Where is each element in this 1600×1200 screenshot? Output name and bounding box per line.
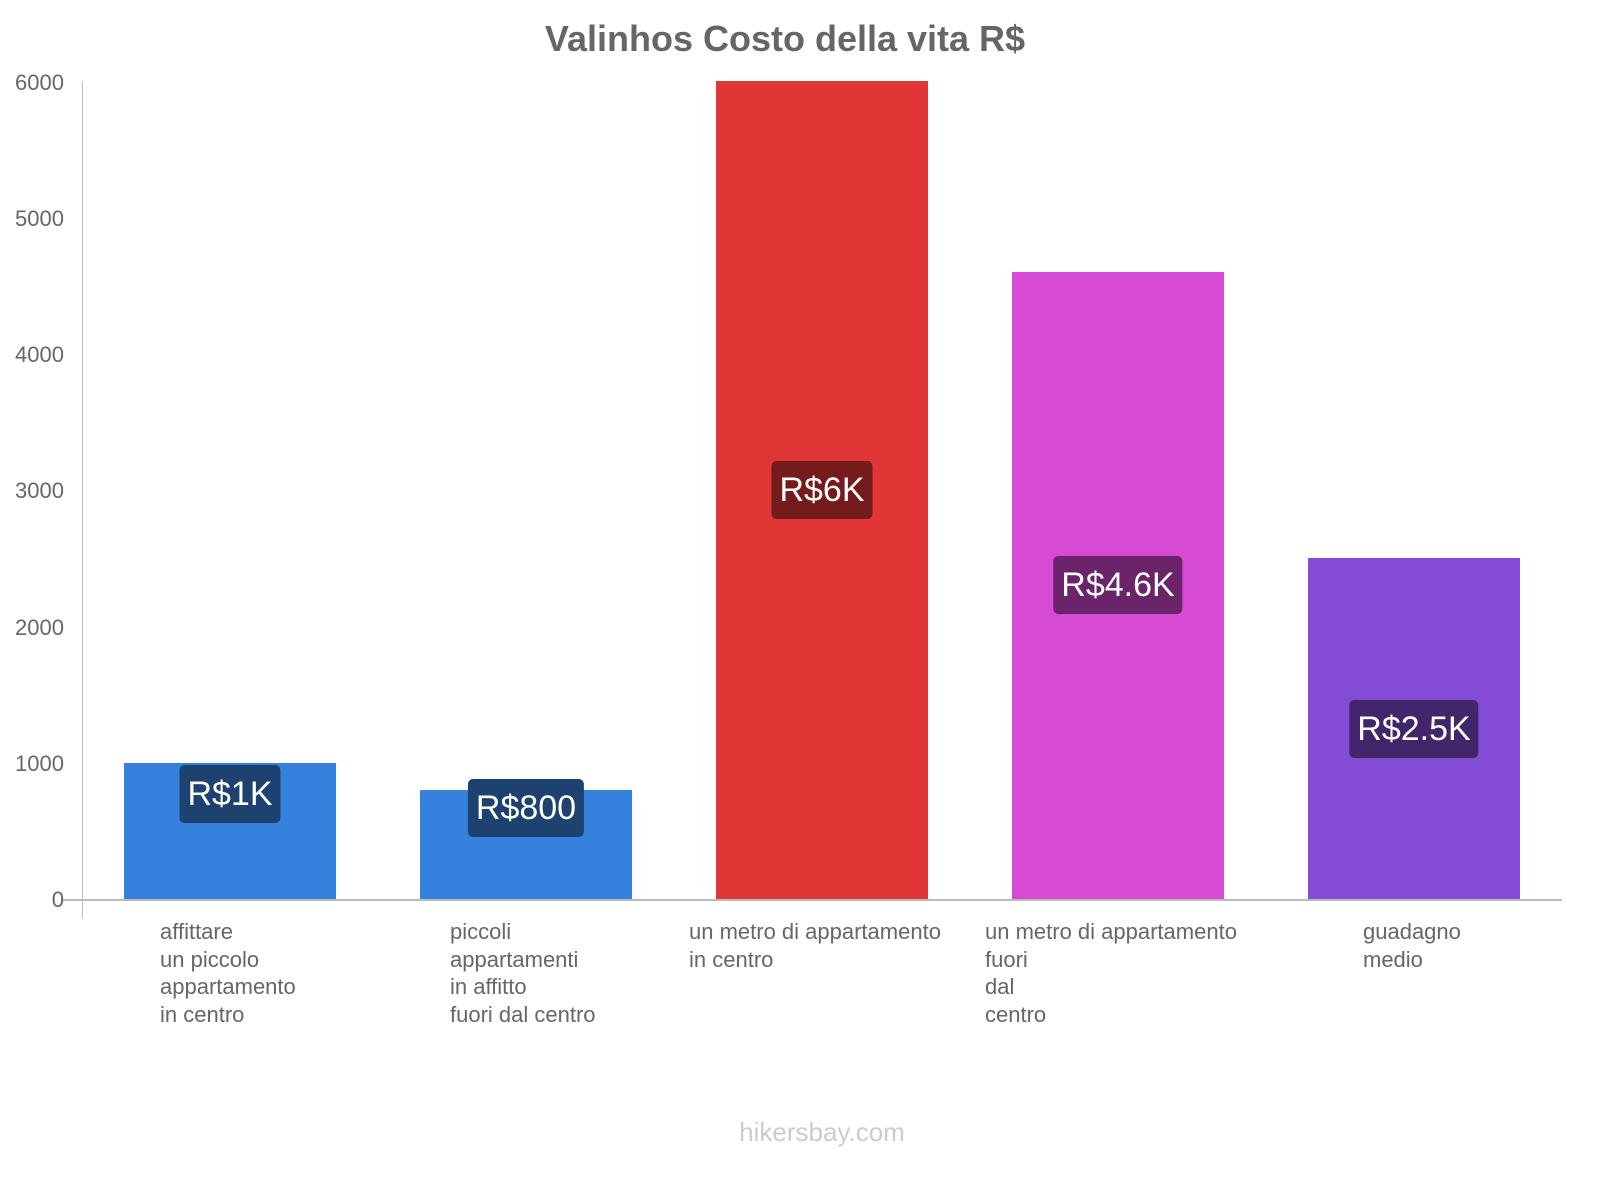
chart-title: Valinhos Costo della vita R$ xyxy=(544,18,1026,59)
y-axis-line xyxy=(82,81,83,919)
bar-value-label: R$6K xyxy=(771,461,873,519)
bar-value-label: R$1K xyxy=(179,765,281,823)
y-tick-label: 0 xyxy=(51,887,64,912)
x-category-label: piccoli appartamenti in affitto fuori da… xyxy=(450,919,596,1027)
y-tick-label: 6000 xyxy=(15,70,64,95)
bar-value-label: R$2.5K xyxy=(1349,699,1479,758)
y-tick-label: 4000 xyxy=(15,342,64,367)
y-tick-label: 1000 xyxy=(15,751,64,776)
x-category-label: un metro di appartamento fuori dal centr… xyxy=(985,919,1237,1027)
y-tick-label: 3000 xyxy=(15,478,64,503)
watermark-footer: hikersbay.com xyxy=(739,1117,905,1147)
x-category-label: guadagno medio xyxy=(1363,919,1461,972)
x-category-label: un metro di appartamento in centro xyxy=(689,919,941,972)
y-tick-label: 2000 xyxy=(15,615,64,640)
y-zero-tick xyxy=(70,899,82,900)
y-tick-label: 5000 xyxy=(15,206,64,231)
bar-value-label: R$800 xyxy=(467,779,585,837)
x-category-label: affittare un piccolo appartamento in cen… xyxy=(160,919,296,1027)
x-axis-line xyxy=(62,899,1562,901)
bar-value-label: R$4.6K xyxy=(1053,556,1183,615)
